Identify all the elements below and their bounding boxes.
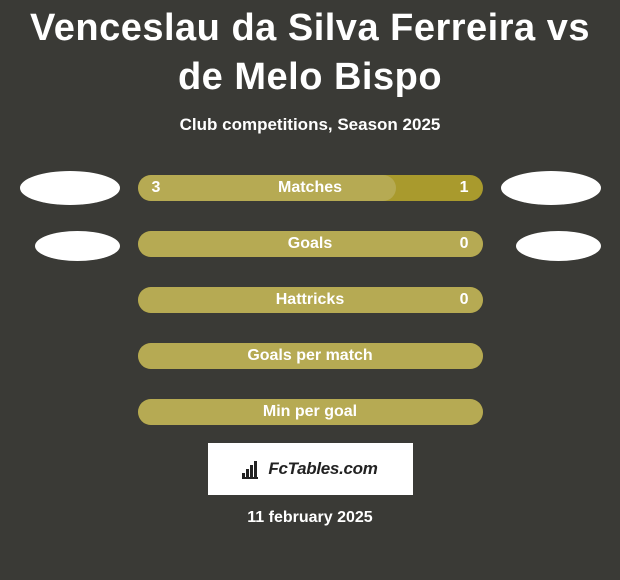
spacer	[20, 339, 120, 373]
stat-row: Min per goal	[8, 395, 612, 429]
stat-right-value: 0	[460, 291, 469, 309]
spacer	[501, 395, 601, 429]
stat-right-value: 1	[460, 179, 469, 197]
subtitle: Club competitions, Season 2025	[180, 115, 441, 135]
stat-bar: Goals per match	[138, 343, 483, 369]
stat-label: Min per goal	[138, 403, 483, 421]
stats-list: 3Matches1Goals0Hattricks0Goals per match…	[8, 171, 612, 429]
comparison-card: Venceslau da Silva Ferreira vs de Melo B…	[0, 0, 620, 527]
stat-label: Goals	[138, 235, 483, 253]
date-label: 11 february 2025	[247, 509, 372, 527]
player-avatar-right	[516, 231, 601, 261]
player-avatar-left	[35, 231, 120, 261]
stat-bar: 3Matches1	[138, 175, 483, 201]
stat-row: 3Matches1	[8, 171, 612, 205]
stat-bar: Goals0	[138, 231, 483, 257]
player-avatar-right	[501, 171, 601, 205]
stat-bar: Min per goal	[138, 399, 483, 425]
page-title: Venceslau da Silva Ferreira vs de Melo B…	[8, 4, 612, 101]
brand-text: FcTables.com	[268, 459, 377, 479]
stat-right-value: 0	[460, 235, 469, 253]
stat-label: Hattricks	[138, 291, 483, 309]
stat-row: Goals0	[8, 227, 612, 261]
spacer	[20, 395, 120, 429]
spacer	[501, 283, 601, 317]
stat-row: Hattricks0	[8, 283, 612, 317]
stat-label: Matches	[138, 179, 483, 197]
stat-label: Goals per match	[138, 347, 483, 365]
spacer	[501, 339, 601, 373]
brand-badge[interactable]: FcTables.com	[208, 443, 413, 495]
player-avatar-left	[20, 171, 120, 205]
barchart-icon	[242, 459, 264, 479]
stat-row: Goals per match	[8, 339, 612, 373]
stat-bar: Hattricks0	[138, 287, 483, 313]
spacer	[20, 283, 120, 317]
